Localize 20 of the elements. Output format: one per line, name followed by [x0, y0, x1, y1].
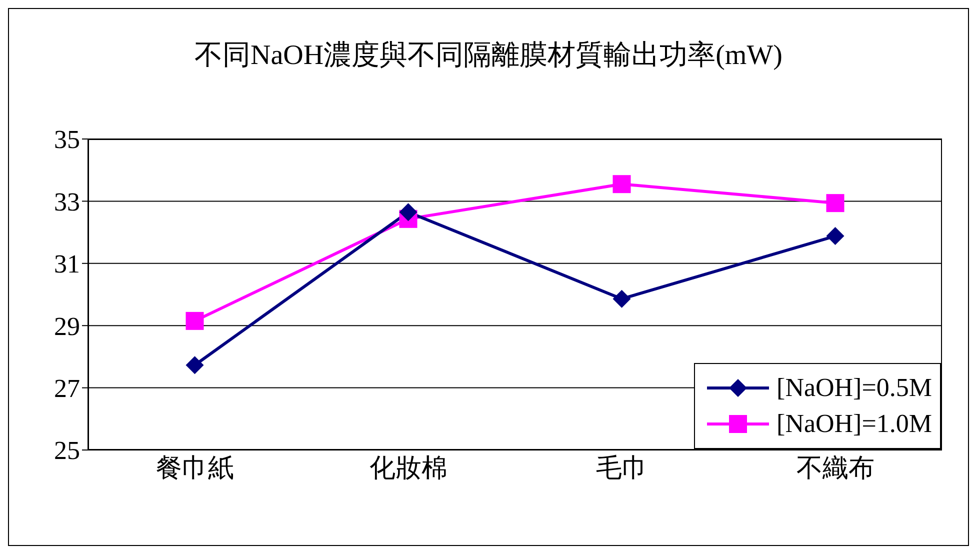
point — [612, 175, 631, 194]
legend-label: [NaOH]=1.0M — [776, 409, 932, 439]
point — [399, 203, 418, 222]
point — [826, 227, 844, 246]
x-tick-label: 化妝棉 — [369, 453, 448, 482]
y-tick-label: 29 — [54, 312, 80, 341]
y-tick-label: 35 — [54, 125, 80, 154]
y-tick-label: 33 — [54, 187, 80, 216]
x-tick-label: 毛巾 — [596, 453, 648, 482]
x-tick-label: 餐巾紙 — [156, 453, 234, 482]
legend-label: [NaOH]=0.5M — [776, 373, 932, 403]
y-tick-label: 25 — [54, 436, 80, 466]
point — [826, 194, 844, 212]
point — [186, 356, 204, 374]
point — [186, 312, 204, 330]
y-tick-label: 27 — [54, 374, 80, 404]
x-tick-label: 不織布 — [796, 453, 874, 482]
point — [612, 290, 631, 308]
chart-title: 不同NaOH濃度與不同隔離膜材質輸出功率(mW) — [194, 39, 784, 73]
y-tick-label: 31 — [54, 250, 80, 279]
